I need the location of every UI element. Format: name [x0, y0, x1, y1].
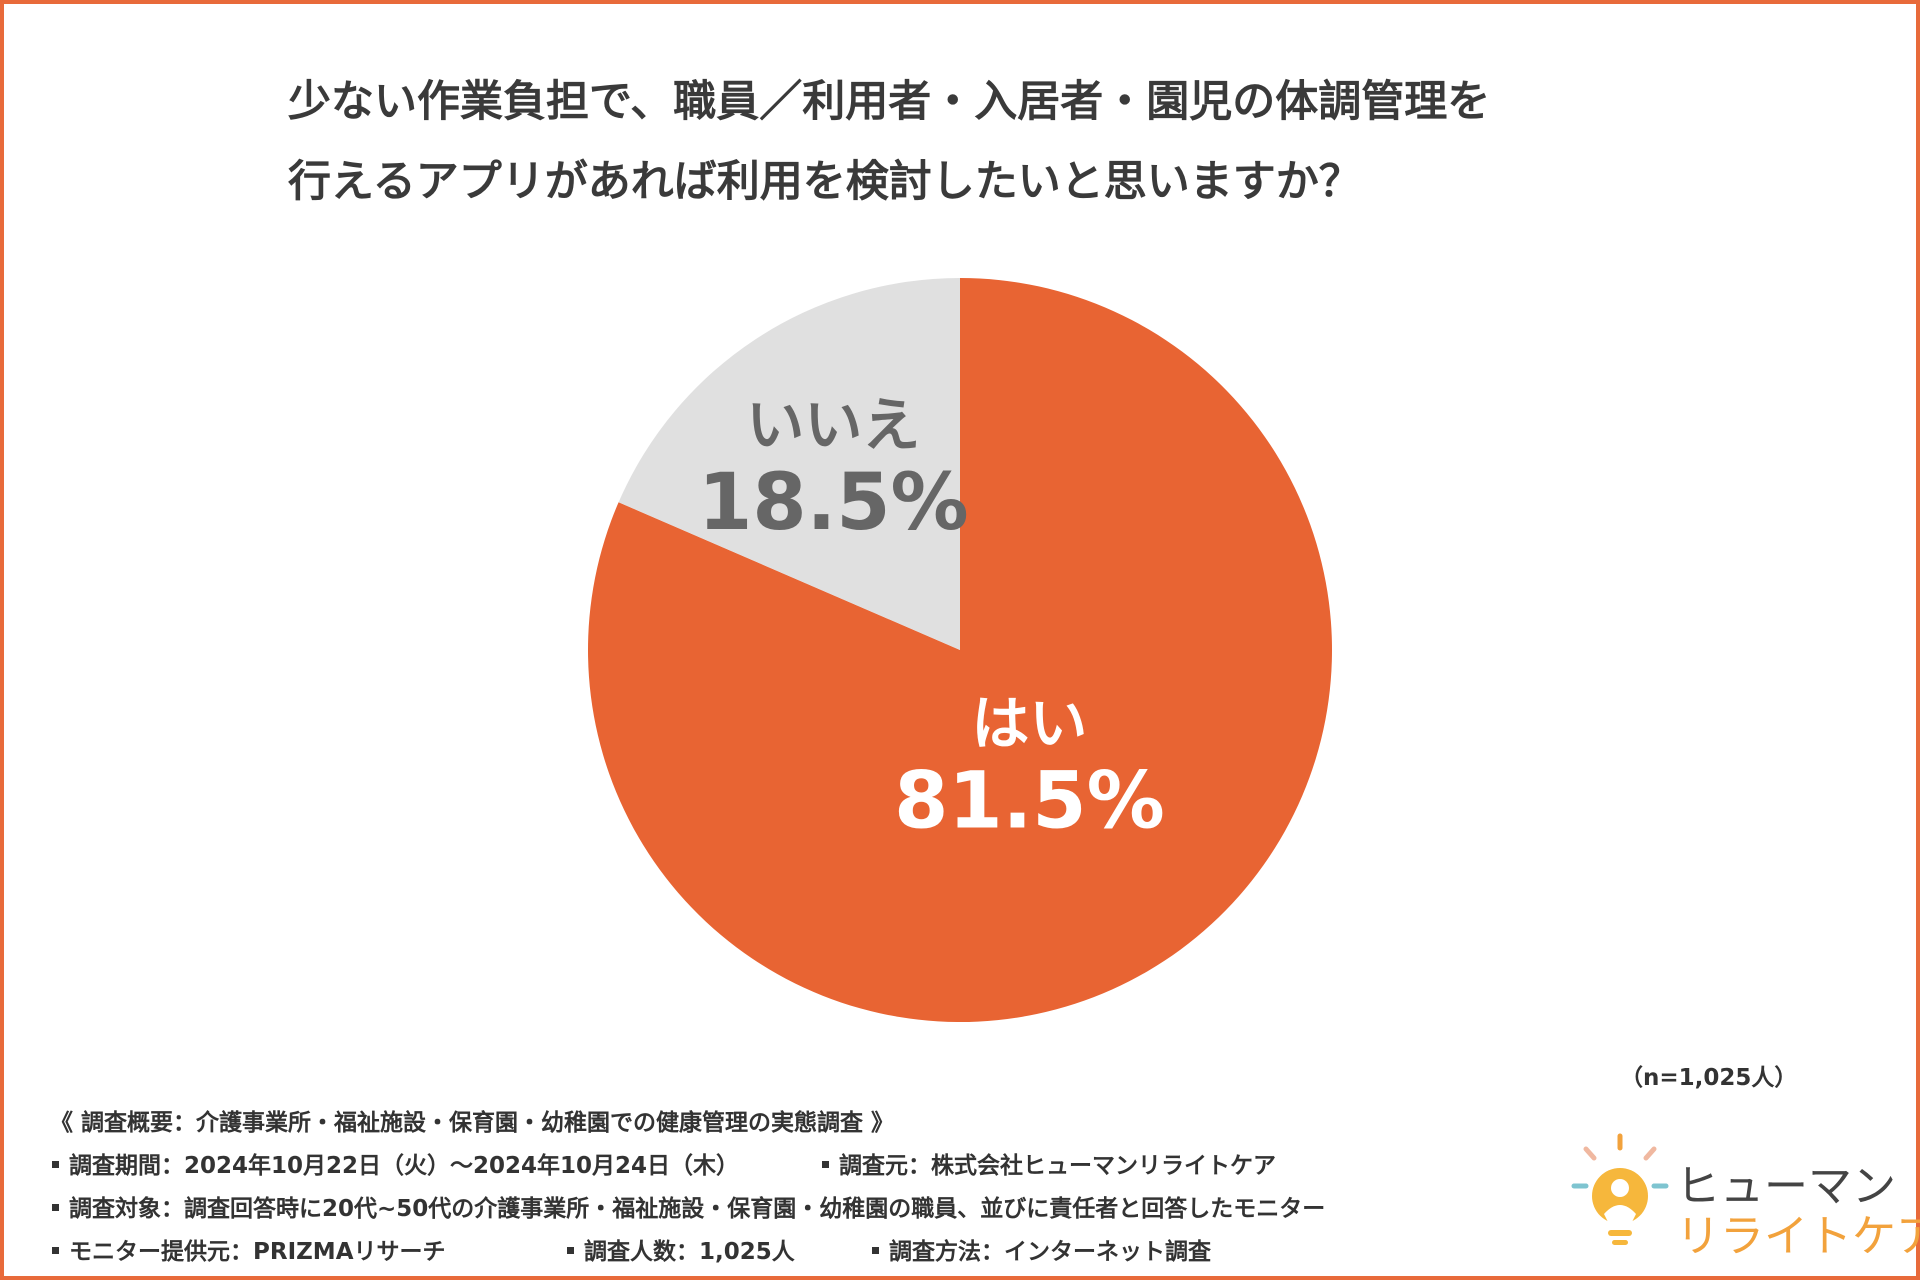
bullet-icon — [872, 1247, 879, 1254]
chart-title-line-2: 行えるアプリがあれば利用を検討したいと思いますか？ — [288, 157, 1362, 207]
survey-source-item: 調査元：株式会社ヒューマンリライトケア — [820, 1145, 1276, 1188]
chart-title-line-1: 少ない作業負担で、職員／利用者・入居者・園児の体調管理を — [288, 77, 1491, 127]
survey-count-item: 調査人数：1,025人 — [565, 1231, 870, 1274]
bullet-icon — [822, 1161, 829, 1168]
survey-count: 調査人数：1,025人 — [584, 1239, 795, 1265]
logo-text-line-2: リライトケア — [1676, 1211, 1920, 1262]
slice-value-yes: 81.5% — [894, 757, 1165, 847]
slice-label-yes: はい — [971, 690, 1087, 758]
bullet-icon — [52, 1161, 59, 1168]
bullet-icon — [52, 1247, 59, 1254]
slice-label-no: いいえ — [746, 391, 920, 459]
survey-target: 調査対象：調査回答時に20代~50代の介護事業所・福祉施設・保育園・幼稚園の職員… — [69, 1196, 1326, 1222]
survey-target-item: 調査対象：調査回答時に20代~50代の介護事業所・福祉施設・保育園・幼稚園の職員… — [50, 1188, 1325, 1231]
survey-method: 調査方法：インターネット調査 — [889, 1239, 1211, 1265]
lightbulb-icon — [1571, 1133, 1669, 1245]
bullet-icon — [567, 1247, 574, 1254]
chart-title: 少ない作業負担で、職員／利用者・入居者・園児の体調管理を 行えるアプリがあれば利… — [288, 62, 1788, 222]
pie-slice-yes — [588, 278, 1333, 1022]
sample-size-note: （n=1,025人） — [1620, 1065, 1798, 1091]
survey-header: 《 調査概要：介護事業所・福祉施設・保育園・幼稚園での健康管理の実態調査 》 — [50, 1110, 895, 1136]
survey-provider-item: モニター提供元：PRIZMAリサーチ — [50, 1231, 565, 1274]
survey-period-item: 調査期間：2024年10月22日（火）～2024年10月24日（木） — [50, 1145, 820, 1188]
pie-slice-no — [618, 278, 960, 650]
survey-method-item: 調査方法：インターネット調査 — [870, 1231, 1211, 1274]
logo-text-line-1: ヒューマン — [1676, 1161, 1896, 1212]
survey-provider: モニター提供元：PRIZMAリサーチ — [69, 1239, 446, 1265]
bullet-icon — [52, 1204, 59, 1211]
company-logo: ヒューマン リライトケア — [1560, 1130, 1920, 1262]
survey-source: 調査元：株式会社ヒューマンリライトケア — [839, 1153, 1276, 1179]
survey-summary: 《 調査概要：介護事業所・福祉施設・保育園・幼稚園での健康管理の実態調査 》 調… — [50, 1102, 1550, 1274]
survey-period: 調査期間：2024年10月22日（火）～2024年10月24日（木） — [69, 1153, 740, 1179]
slice-value-no: 18.5% — [698, 458, 969, 548]
